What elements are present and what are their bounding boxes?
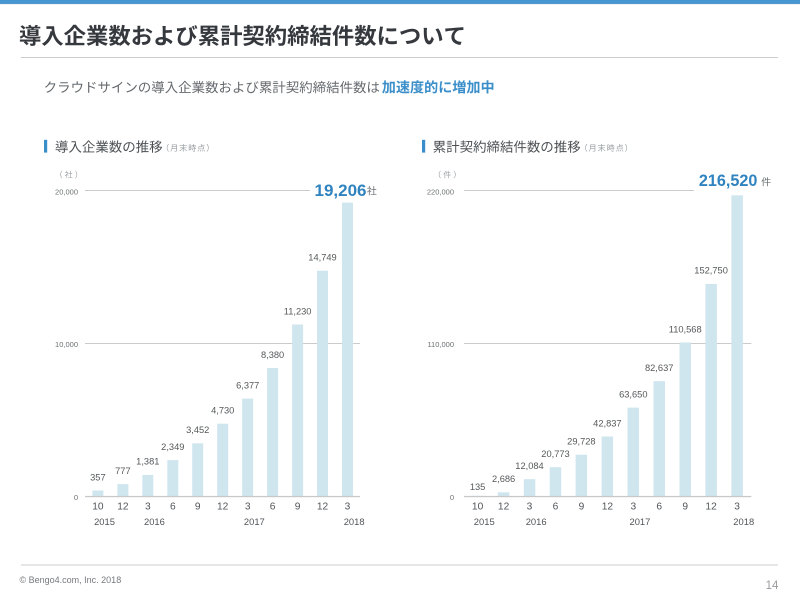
svg-text:3: 3 <box>630 502 636 513</box>
svg-text:12: 12 <box>217 502 229 513</box>
svg-text:14,749: 14,749 <box>308 253 336 263</box>
svg-text:19,206: 19,206 <box>315 181 367 200</box>
svg-text:2,686: 2,686 <box>492 474 515 484</box>
svg-text:357: 357 <box>90 472 106 482</box>
svg-text:3: 3 <box>245 502 251 513</box>
svg-text:2018: 2018 <box>733 516 754 527</box>
svg-text:6: 6 <box>170 502 176 513</box>
svg-text:14: 14 <box>766 580 779 592</box>
svg-text:3: 3 <box>734 502 740 513</box>
svg-text:3: 3 <box>345 502 351 513</box>
svg-text:9: 9 <box>579 502 585 513</box>
svg-text:110,568: 110,568 <box>669 324 702 334</box>
svg-text:2017: 2017 <box>244 516 265 527</box>
svg-text:9: 9 <box>682 502 688 513</box>
svg-text:42,837: 42,837 <box>593 418 621 428</box>
svg-text:110,000: 110,000 <box>427 340 454 349</box>
svg-text:12: 12 <box>498 502 510 513</box>
svg-text:0: 0 <box>450 493 454 502</box>
svg-text:216,520: 216,520 <box>699 172 758 190</box>
svg-text:20,000: 20,000 <box>55 188 78 197</box>
svg-text:29,728: 29,728 <box>567 437 595 447</box>
svg-text:12,084: 12,084 <box>515 461 543 471</box>
svg-text:2,349: 2,349 <box>161 442 184 452</box>
svg-text:2016: 2016 <box>526 516 547 527</box>
svg-text:9: 9 <box>195 502 201 513</box>
svg-text:2015: 2015 <box>94 516 115 527</box>
svg-text:10,000: 10,000 <box>55 340 78 349</box>
svg-text:82,637: 82,637 <box>645 363 673 373</box>
svg-text:777: 777 <box>115 466 131 476</box>
svg-text:20,773: 20,773 <box>541 449 569 459</box>
svg-text:6: 6 <box>270 502 276 513</box>
svg-text:© Bengo4.com, Inc. 2018: © Bengo4.com, Inc. 2018 <box>20 575 122 585</box>
svg-text:10: 10 <box>472 502 484 513</box>
svg-text:1,381: 1,381 <box>136 457 159 467</box>
svg-text:8,380: 8,380 <box>261 350 284 360</box>
svg-text:220,000: 220,000 <box>427 188 454 197</box>
svg-text:2015: 2015 <box>474 516 495 527</box>
svg-text:152,750: 152,750 <box>694 266 728 276</box>
svg-text:9: 9 <box>295 502 301 513</box>
svg-text:2018: 2018 <box>344 516 365 527</box>
svg-text:12: 12 <box>602 502 614 513</box>
svg-text:3,452: 3,452 <box>186 425 209 435</box>
svg-text:6: 6 <box>656 502 662 513</box>
svg-text:12: 12 <box>117 502 129 513</box>
svg-text:12: 12 <box>317 502 329 513</box>
svg-text:2016: 2016 <box>144 516 165 527</box>
svg-text:3: 3 <box>145 502 151 513</box>
svg-text:10: 10 <box>92 502 104 513</box>
svg-text:4,730: 4,730 <box>211 406 234 416</box>
svg-text:0: 0 <box>74 493 78 502</box>
svg-text:6,377: 6,377 <box>236 380 259 390</box>
svg-text:11,230: 11,230 <box>284 306 312 316</box>
svg-text:135: 135 <box>470 482 486 492</box>
svg-text:2017: 2017 <box>630 516 651 527</box>
svg-text:63,650: 63,650 <box>619 389 647 399</box>
svg-text:12: 12 <box>705 502 717 513</box>
svg-text:6: 6 <box>553 502 559 513</box>
svg-text:3: 3 <box>527 502 533 513</box>
